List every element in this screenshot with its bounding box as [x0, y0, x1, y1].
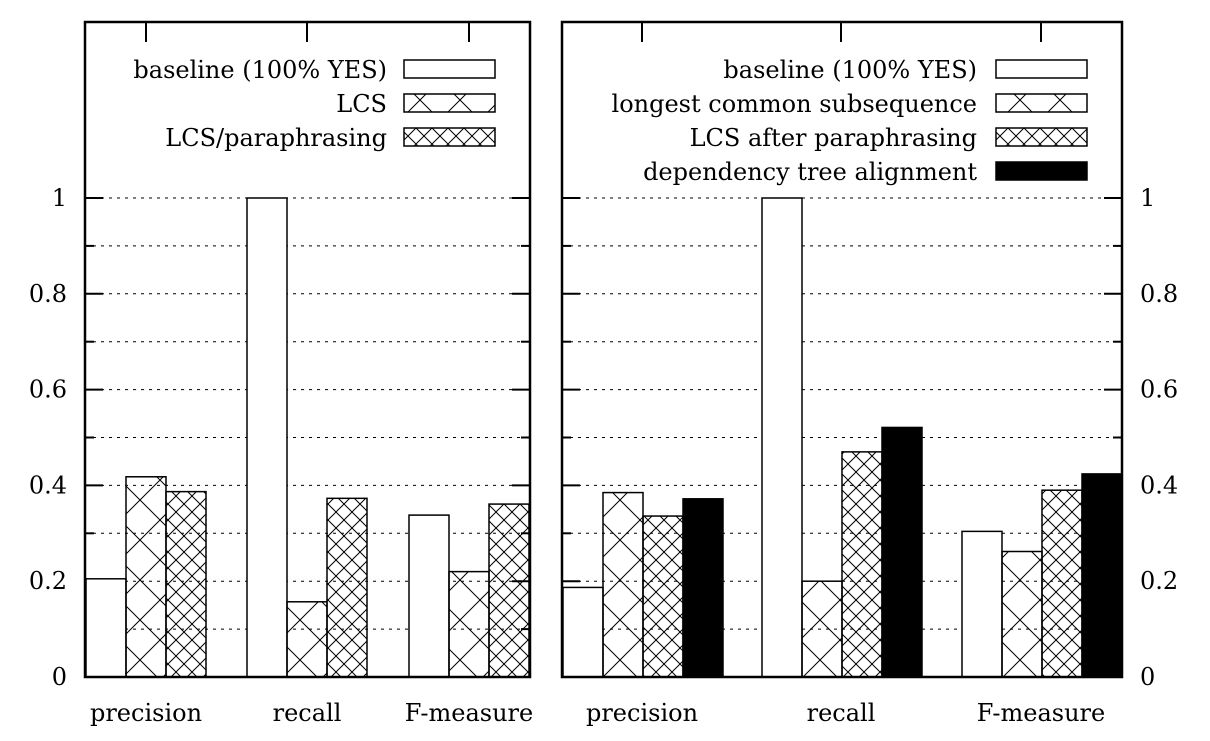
bar-baseline-100-yes-precision [562, 586, 604, 678]
legend-swatch-lcs [403, 93, 496, 113]
legend-swatch-dependency-tree-alignment [995, 161, 1088, 181]
legend-label: LCS/paraphrasing [165, 124, 387, 152]
legend-label: baseline (100% YES) [133, 56, 387, 84]
y-tick-label: 0 [52, 663, 67, 691]
bar-lcs-after-paraphrasing-f-measure [1041, 489, 1083, 678]
y-tick-label: 0.4 [1140, 471, 1178, 499]
y-tick-label: 0.6 [29, 376, 67, 404]
x-tick-label: F-measure [977, 699, 1105, 727]
legend-label: LCS [336, 90, 387, 118]
legend: baseline (100% YES) LCS LCS/paraphrasing [133, 56, 496, 152]
x-tick-label: precision [586, 699, 698, 727]
bar-lcs-recall [286, 601, 328, 678]
bar-lcs-after-paraphrasing-precision [642, 515, 684, 678]
bar-longest-common-subsequence-f-measure [1001, 550, 1043, 678]
bar-lcs-precision [125, 476, 167, 678]
bar-baseline-100-yes-recall [761, 197, 803, 678]
bar-dependency-tree-alignment-precision [682, 498, 724, 678]
legend-swatch-lcs-after-paraphrasing [995, 127, 1088, 147]
y-tick-label: 1 [1140, 184, 1155, 212]
legend-label: baseline (100% YES) [723, 56, 977, 84]
bar-lcs-paraphrasing-f-measure [488, 503, 530, 678]
legend-label: longest common subsequence [612, 90, 977, 118]
bar-baseline-100-yes-recall [246, 197, 288, 678]
bar-dependency-tree-alignment-f-measure [1081, 473, 1123, 678]
x-tick-label: precision [90, 699, 202, 727]
bar-lcs-f-measure [448, 570, 490, 678]
legend-swatch-baseline-100-yes [403, 59, 496, 79]
y-tick-label: 0.4 [29, 471, 67, 499]
legend-label: LCS after paraphrasing [690, 124, 977, 152]
bar-lcs-paraphrasing-recall [326, 497, 368, 678]
x-tick-label: recall [807, 699, 876, 727]
legend-label: dependency tree alignment [643, 158, 977, 186]
y-tick-label: 1 [52, 184, 67, 212]
bar-longest-common-subsequence-precision [602, 491, 644, 678]
x-tick-label: recall [273, 699, 342, 727]
y-tick-label: 0 [1140, 663, 1155, 691]
y-tick-label: 0.2 [1140, 567, 1178, 595]
legend: baseline (100% YES) longest common subseq… [612, 56, 1088, 186]
bar-lcs-paraphrasing-precision [165, 490, 207, 678]
y-tick-label: 0.8 [29, 280, 67, 308]
right-chart-panel: precision recall F-measure 0 0.2 0.4 0.6 0.8 1 ba… [560, 20, 1178, 727]
bar-longest-common-subsequence-recall [801, 580, 843, 678]
legend-swatch-longest-common-subsequence [995, 93, 1088, 113]
bar-lcs-after-paraphrasing-recall [841, 451, 883, 678]
y-tick-label: 0.8 [1140, 280, 1178, 308]
legend-swatch-lcs-paraphrasing [403, 127, 496, 147]
bar-dependency-tree-alignment-recall [881, 426, 923, 678]
plot-frame [83, 20, 532, 679]
legend-swatch-baseline-100-yes [995, 59, 1088, 79]
bar-baseline-100-yes-precision [85, 578, 127, 678]
bar-baseline-100-yes-f-measure [961, 530, 1003, 678]
left-chart-panel: precision recall F-measure 0 0.2 0.4 0.6 0.8 1 ba… [29, 20, 533, 727]
y-tick-label: 0.6 [1140, 376, 1178, 404]
bar-baseline-100-yes-f-measure [408, 514, 450, 678]
x-tick-label: F-measure [405, 699, 533, 727]
plot-frame [560, 20, 1124, 679]
y-tick-label: 0.2 [29, 567, 67, 595]
